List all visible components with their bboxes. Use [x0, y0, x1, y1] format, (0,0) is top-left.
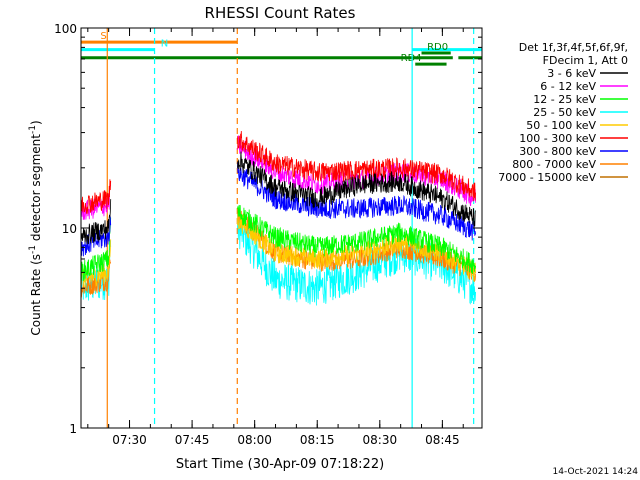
y-axis-label: Count Rate (s-1 detector segment-1)	[28, 120, 43, 335]
legend-entry-label: 12 - 25 keV	[533, 93, 596, 106]
chart-title: RHESSI Count Rates	[205, 4, 356, 22]
x-tick-label: 08:30	[363, 433, 398, 447]
x-axis-label: Start Time (30-Apr-09 07:18:22)	[176, 457, 384, 472]
legend-entry-label: 50 - 100 keV	[526, 119, 596, 132]
legend-entry-label: 100 - 300 keV	[519, 132, 596, 145]
y-axis-label-start: Count Rate (s	[29, 254, 43, 336]
y-axis-label-sup2: -1	[28, 125, 38, 134]
timestamp: 14-Oct-2021 14:24	[553, 467, 639, 477]
legend-header-line-2: FDecim 1, Att 0	[543, 54, 628, 67]
series-line	[80, 151, 476, 245]
y-tick-label: 100	[54, 22, 77, 36]
plot-area: S N RD4 RD0	[80, 28, 482, 428]
y-axis-label-mid: detector segment	[29, 134, 43, 245]
legend-entry-label: 25 - 50 keV	[533, 106, 596, 119]
legend-entry-label: 3 - 6 keV	[547, 67, 596, 80]
x-axis: 07:30 07:45 08:00 08:15 08:30 08:45	[87, 28, 464, 447]
x-tick-label: 08:15	[300, 433, 335, 447]
legend-entry-label: 800 - 7000 keV	[512, 158, 596, 171]
y-axis: 1 10 100	[54, 22, 482, 436]
flag-bar-label: RD4	[401, 53, 422, 64]
series-line	[80, 213, 476, 288]
x-tick-label: 07:30	[112, 433, 147, 447]
legend: Det 1f,3f,4f,5f,6f,9f, FDecim 1, Att 0 3…	[498, 41, 628, 184]
series-line	[80, 204, 476, 281]
legend-header-line-1: Det 1f,3f,4f,5f,6f,9f,	[519, 41, 628, 54]
legend-entry-label: 6 - 12 keV	[540, 80, 596, 93]
series-line	[80, 130, 476, 214]
flag-bar-label: RD0	[427, 42, 448, 53]
legend-entry-label: 7000 - 15000 keV	[498, 171, 596, 184]
legend-entry-label: 300 - 800 keV	[519, 145, 596, 158]
x-tick-label: 08:00	[237, 433, 272, 447]
y-axis-label-end: )	[29, 120, 43, 125]
y-tick-label: 10	[62, 222, 77, 236]
flag-bar-label: S	[100, 31, 106, 42]
y-tick-label: 1	[69, 422, 77, 436]
plot-frame	[80, 27, 483, 429]
x-tick-label: 07:45	[175, 433, 210, 447]
flag-bar-label: N	[161, 39, 168, 50]
y-axis-label-sup1: -1	[28, 245, 38, 254]
x-tick-label: 08:45	[425, 433, 460, 447]
